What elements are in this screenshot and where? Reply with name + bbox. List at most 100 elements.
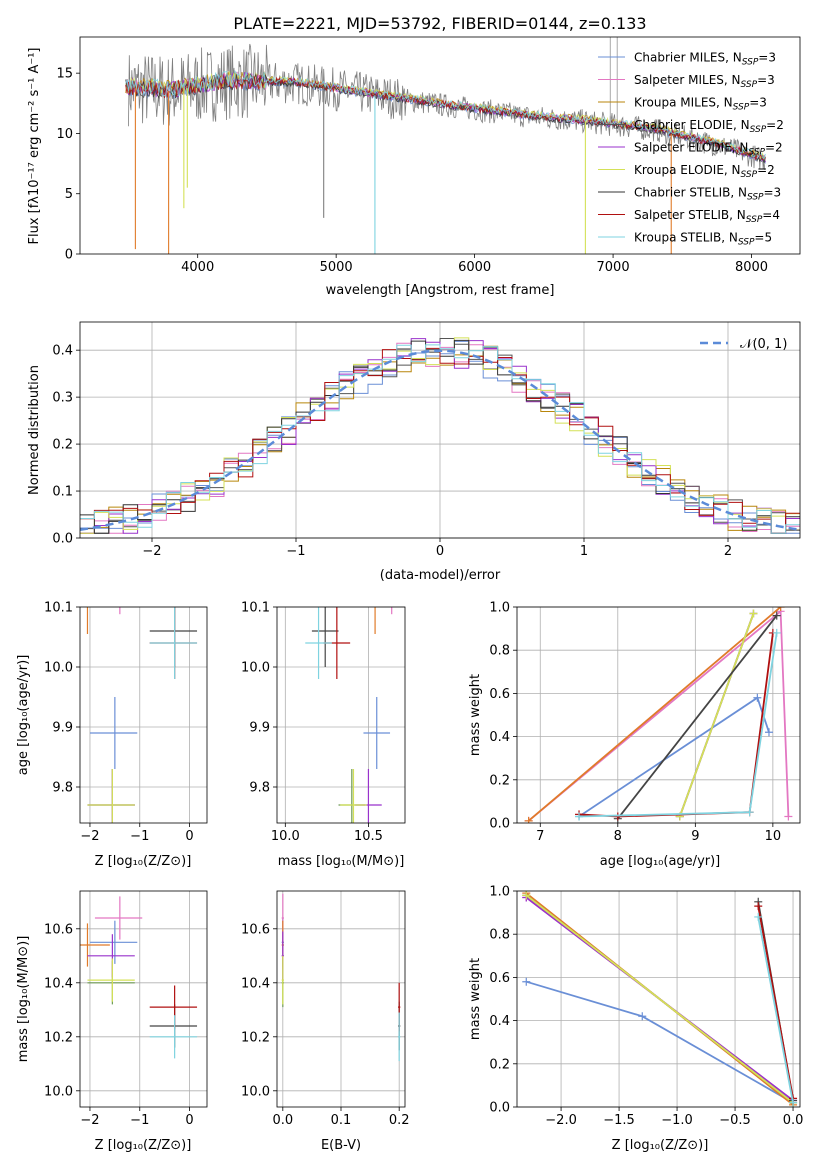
age_vs_mass-ytick-label: 10.0 bbox=[241, 661, 270, 676]
spectrum-ylabel: Flux [fλ10⁻¹⁷ erg cm⁻² s⁻¹ A⁻¹] bbox=[27, 48, 42, 245]
weight_vs_Z-marker-0-0 bbox=[522, 977, 531, 986]
weight_vs_age-marker-0-2 bbox=[764, 728, 773, 737]
residuals-ytick-label: 0.0 bbox=[52, 532, 73, 547]
residuals-xtick-label: 2 bbox=[724, 544, 732, 559]
residual-hist-8 bbox=[80, 344, 800, 534]
mass_vs_Z-xtick-label: −2 bbox=[80, 1113, 99, 1128]
legend-label-8: Kroupa STELIB, NSSP=5 bbox=[634, 231, 772, 248]
spectrum-xlabel: wavelength [Angstrom, rest frame] bbox=[326, 283, 555, 298]
legend-label-1: Salpeter MILES, NSSP=3 bbox=[634, 73, 775, 90]
weight_vs_age-frame bbox=[516, 606, 801, 824]
weight_vs_age-marker-5-1 bbox=[749, 609, 758, 618]
age_vs_mass-xtick-label: 10.5 bbox=[354, 829, 383, 844]
mass_vs_ebv-ytick-label: 10.2 bbox=[241, 1030, 270, 1045]
weight_vs_Z-marker-5-0 bbox=[522, 891, 531, 900]
age_vs_mass-axes: 10.0 10.5 9.8 9.9 10.0 10.1 bbox=[241, 601, 405, 844]
weight_vs_age-marker-2-1 bbox=[776, 607, 785, 611]
spectrum-xtick-label: 4000 bbox=[181, 260, 214, 275]
ageM-xlabel: mass [log₁₀(M/M⊙)] bbox=[278, 854, 405, 869]
wZ-xlabel: Z [log₁₀(Z/Z⊙)] bbox=[612, 1138, 709, 1153]
weight_vs_age-track-0 bbox=[578, 696, 770, 818]
weight_vs_Z-ytick-label: 1.0 bbox=[489, 885, 510, 900]
weight_vs_age-xtick-label: 9 bbox=[691, 829, 699, 844]
mass_vs_ebv-ytick-label: 10.0 bbox=[241, 1084, 270, 1099]
mass_vs_ebv-ytick-label: 10.4 bbox=[241, 976, 270, 991]
weight_vs_age-ytick-label: 0.8 bbox=[489, 644, 510, 659]
spectrum-ytick-label: 5 bbox=[65, 187, 73, 202]
weight_vs_Z-frame bbox=[516, 890, 801, 1108]
weight_vs_age-marker-1-2 bbox=[784, 812, 793, 821]
mass_vs_ebv-frame bbox=[276, 890, 406, 1108]
gaussian-legend-label: 𝒩(0, 1) bbox=[740, 337, 787, 352]
weight_vs_Z-plot-area bbox=[522, 891, 798, 1107]
mass_vs_ebv-xtick-label: 0.2 bbox=[389, 1113, 410, 1128]
spectrum-legend: Chabrier MILES, NSSP=3 Salpeter MILES, NS… bbox=[598, 51, 784, 248]
age_vs_mass-plot-area bbox=[305, 607, 393, 823]
weight_vs_age-marker-8-2 bbox=[772, 628, 781, 637]
residuals-ytick-label: 0.4 bbox=[52, 344, 73, 359]
weight_vs_Z-ytick-label: 0.8 bbox=[489, 928, 510, 943]
weight_vs_Z-track-5 bbox=[525, 894, 794, 1104]
mass_vs_Z-xtick-label: −1 bbox=[130, 1113, 149, 1128]
weight_vs_age-ytick-label: 1.0 bbox=[489, 601, 510, 616]
mass_vs_Z-ytick-label: 10.4 bbox=[44, 976, 73, 991]
legend-label-3: Chabrier ELODIE, NSSP=2 bbox=[634, 118, 784, 135]
legend-label-2: Kroupa MILES, NSSP=3 bbox=[634, 96, 767, 113]
weight_vs_Z-marker-7-0 bbox=[754, 902, 763, 911]
wage-ylabel: mass weight bbox=[468, 674, 483, 756]
weight_vs_Z-track-8 bbox=[757, 916, 794, 1103]
spectrum-frame bbox=[79, 36, 801, 255]
weight_vs_age-track-2 bbox=[528, 607, 782, 822]
weight_vs_age-marker-6-1 bbox=[772, 611, 781, 620]
spectrum-title: PLATE=2221, MJD=53792, FIBERID=0144, z=0… bbox=[233, 14, 646, 33]
weight_vs_Z-xtick-label: 0.0 bbox=[783, 1113, 804, 1128]
legend-label-4: Salpeter ELODIE, NSSP=2 bbox=[634, 141, 783, 158]
age_vs_mass-ytick-label: 9.8 bbox=[249, 781, 270, 796]
residuals-frame bbox=[79, 321, 801, 539]
mass_vs_ebv-axes: 0.0 0.1 0.2 10.0 10.2 10.4 10.6 bbox=[241, 891, 410, 1128]
age_vs_Z-axes: −2 −1 0 9.8 9.9 10.0 10.1 bbox=[44, 601, 207, 844]
age_vs_Z-ytick-label: 9.8 bbox=[52, 781, 73, 796]
spectrum-ytick-label: 15 bbox=[56, 67, 73, 82]
mass_vs_ebv-xtick-label: 0.0 bbox=[272, 1113, 293, 1128]
ageZ-ylabel: age [log₁₀(age/yr)] bbox=[16, 655, 31, 776]
legend-label-7: Salpeter STELIB, NSSP=4 bbox=[634, 208, 780, 225]
observed-spectrum bbox=[128, 43, 766, 170]
weight_vs_age-marker-0-1 bbox=[753, 693, 762, 702]
age_vs_mass-ytick-label: 10.1 bbox=[241, 601, 270, 616]
residuals-xlabel: (data-model)/error bbox=[380, 568, 501, 583]
weight_vs_Z-marker-0-1 bbox=[638, 1012, 647, 1021]
model-spectrum-8 bbox=[125, 69, 766, 161]
weight_vs_Z-ytick-label: 0.4 bbox=[489, 1014, 510, 1029]
spectrum-xtick-label: 8000 bbox=[735, 260, 768, 275]
age_vs_mass-frame bbox=[276, 606, 406, 824]
ageZ-xlabel: Z [log₁₀(Z/Z⊙)] bbox=[95, 854, 192, 869]
age_vs_Z-xtick-label: −1 bbox=[130, 829, 149, 844]
legend-label-0: Chabrier MILES, NSSP=3 bbox=[634, 51, 776, 68]
mass_vs_ebv-xtick-label: 0.1 bbox=[331, 1113, 352, 1128]
age_vs_Z-ytick-label: 10.1 bbox=[44, 601, 73, 616]
residuals-xtick-label: −1 bbox=[286, 544, 305, 559]
spectrum-xtick-label: 6000 bbox=[458, 260, 491, 275]
weight_vs_age-track-5 bbox=[678, 613, 755, 817]
legend-label-6: Chabrier STELIB, NSSP=3 bbox=[634, 186, 781, 203]
mass_vs_Z-frame bbox=[79, 890, 208, 1108]
age_vs_Z-plot-area bbox=[86, 607, 198, 823]
weight_vs_age-xtick-label: 7 bbox=[536, 829, 544, 844]
residuals-ytick-label: 0.3 bbox=[52, 391, 73, 406]
weight_vs_age-marker-8-0 bbox=[575, 812, 584, 821]
weight_vs_Z-xtick-label: −2.0 bbox=[545, 1113, 577, 1128]
residuals-ylabel: Normed distribution bbox=[27, 365, 42, 495]
weight_vs_age-track-1 bbox=[528, 609, 790, 822]
weight_vs_Z-track-7 bbox=[757, 905, 794, 1099]
weight_vs_age-track-7 bbox=[578, 632, 774, 818]
weight_vs_Z-xtick-label: −1.5 bbox=[603, 1113, 635, 1128]
mass_vs_ebv-plot-area bbox=[281, 893, 401, 1062]
weight_vs_age-track-8 bbox=[578, 632, 778, 818]
weight_vs_age-xtick-label: 10 bbox=[765, 829, 782, 844]
mZ-ylabel: mass [log₁₀(M/M⊙)] bbox=[16, 936, 31, 1063]
weight_vs_age-ytick-label: 0.0 bbox=[489, 817, 510, 832]
weight_vs_age-xtick-label: 8 bbox=[614, 829, 622, 844]
spectrum-axes: 4000 5000 6000 7000 8000 0 5 10 15 bbox=[56, 67, 768, 275]
weight_vs_Z-ytick-label: 0.6 bbox=[489, 971, 510, 986]
